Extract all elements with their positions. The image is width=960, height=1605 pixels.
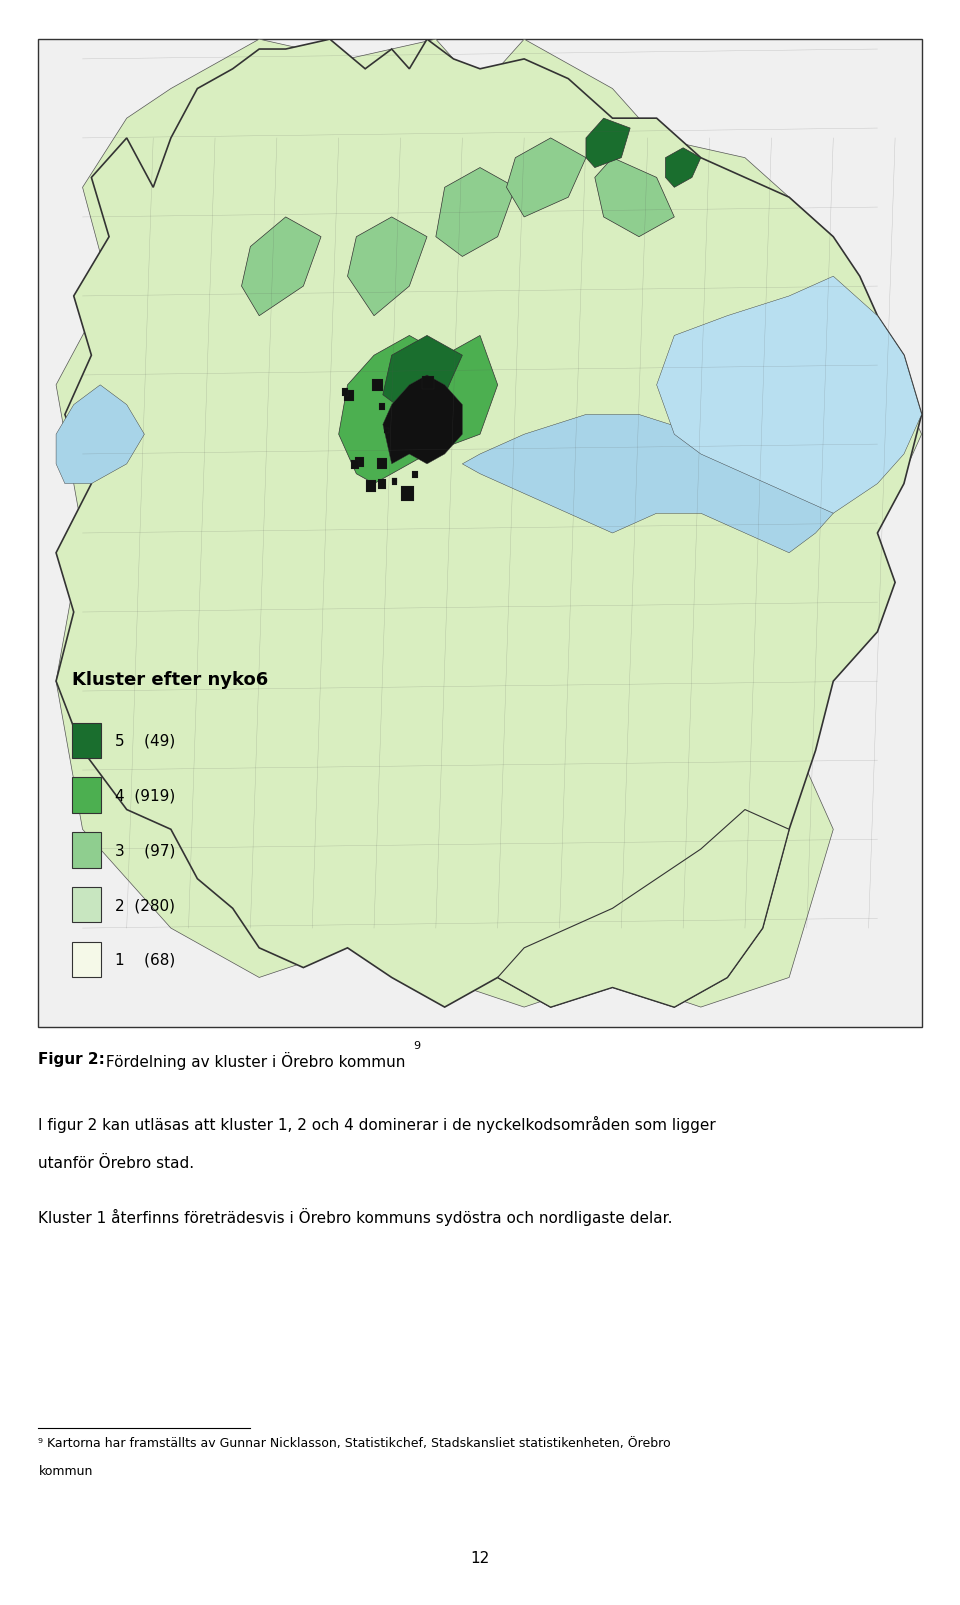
Polygon shape (665, 149, 701, 188)
FancyBboxPatch shape (38, 40, 922, 1027)
FancyBboxPatch shape (72, 888, 101, 923)
Text: utanför Örebro stad.: utanför Örebro stad. (38, 1156, 195, 1170)
Polygon shape (463, 416, 833, 554)
Text: Kluster efter nyko6: Kluster efter nyko6 (72, 671, 268, 689)
Text: 5    (49): 5 (49) (115, 733, 176, 748)
Text: 3    (97): 3 (97) (115, 843, 176, 857)
Text: ⁹ Kartorna har framställts av Gunnar Nicklasson, Statistikchef, Stadskansliet st: ⁹ Kartorna har framställts av Gunnar Nic… (38, 1436, 671, 1449)
Polygon shape (657, 278, 922, 514)
Polygon shape (344, 390, 353, 401)
Text: 2  (280): 2 (280) (115, 897, 175, 913)
Polygon shape (348, 218, 427, 316)
FancyBboxPatch shape (72, 778, 101, 814)
Polygon shape (586, 119, 630, 169)
Polygon shape (377, 459, 387, 470)
Text: 1    (68): 1 (68) (115, 952, 176, 968)
Polygon shape (507, 140, 586, 218)
Text: Fördelning av kluster i Örebro kommun: Fördelning av kluster i Örebro kommun (101, 1051, 405, 1069)
FancyBboxPatch shape (72, 724, 101, 759)
Polygon shape (412, 472, 419, 478)
Polygon shape (339, 337, 463, 485)
Text: 9: 9 (413, 1040, 420, 1050)
Polygon shape (242, 218, 321, 316)
Polygon shape (383, 337, 463, 416)
Polygon shape (355, 457, 364, 469)
Text: 12: 12 (470, 1550, 490, 1565)
Polygon shape (379, 404, 385, 411)
Text: Kluster 1 återfinns företrädesvis i Örebro kommuns sydöstra och nordligaste dela: Kluster 1 återfinns företrädesvis i Öreb… (38, 1207, 673, 1225)
Polygon shape (342, 388, 348, 396)
Polygon shape (56, 40, 922, 1008)
Polygon shape (56, 385, 144, 485)
Polygon shape (377, 480, 386, 490)
Text: kommun: kommun (38, 1464, 93, 1477)
Polygon shape (383, 376, 463, 464)
Polygon shape (366, 482, 376, 493)
FancyBboxPatch shape (72, 833, 101, 868)
Polygon shape (56, 40, 922, 1008)
FancyBboxPatch shape (72, 942, 101, 977)
Polygon shape (427, 337, 497, 454)
Polygon shape (436, 169, 516, 257)
Text: I figur 2 kan utläsas att kluster 1, 2 och 4 dominerar i de nyckelkodsområden so: I figur 2 kan utläsas att kluster 1, 2 o… (38, 1115, 716, 1133)
Polygon shape (392, 480, 397, 486)
Polygon shape (384, 429, 389, 433)
Polygon shape (401, 486, 414, 502)
Polygon shape (372, 379, 383, 392)
Polygon shape (422, 377, 434, 390)
Text: 4  (919): 4 (919) (115, 788, 176, 802)
Polygon shape (497, 811, 789, 1008)
Polygon shape (393, 478, 397, 483)
Polygon shape (351, 461, 359, 469)
Text: Figur 2:: Figur 2: (38, 1051, 106, 1066)
Polygon shape (595, 159, 674, 238)
